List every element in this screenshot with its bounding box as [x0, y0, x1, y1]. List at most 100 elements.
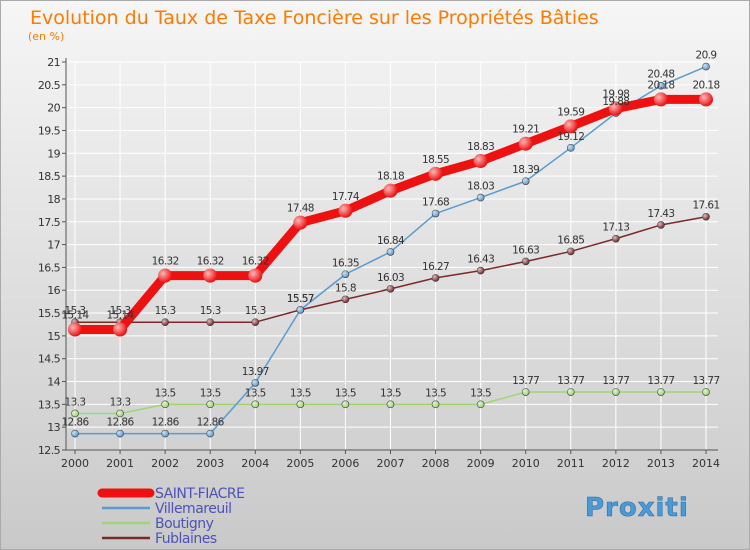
legend-layer: SAINT-FIACREVillemareuilBoutignyFublaine… — [97, 486, 245, 547]
data-label-villemareuil: 18.03 — [467, 181, 494, 193]
series-saint-fiacre — [68, 92, 713, 337]
data-label-saint-fiacre: 16.32 — [242, 256, 269, 268]
x-tick-label: 2000 — [61, 457, 89, 470]
data-point-highlight — [563, 119, 578, 134]
data-point-highlight — [567, 388, 575, 396]
series-fublaines — [71, 212, 710, 326]
data-point-highlight — [473, 154, 488, 169]
data-point-highlight — [161, 318, 169, 326]
data-point-highlight — [522, 177, 530, 185]
legend-item-villemareuil: Villemareuil — [102, 501, 232, 517]
legend-label: Villemareuil — [155, 501, 231, 517]
data-point-highlight — [296, 400, 304, 408]
data-point-highlight — [387, 248, 394, 256]
data-label-saint-fiacre: 17.74 — [332, 191, 360, 203]
data-point-highlight — [251, 379, 259, 387]
data-label-fublaines: 17.61 — [692, 200, 719, 212]
data-label-boutigny: 13.5 — [290, 387, 311, 399]
data-point-highlight — [522, 388, 530, 396]
data-point-highlight — [341, 270, 349, 278]
data-label-saint-fiacre: 16.32 — [197, 256, 224, 268]
data-point-highlight — [116, 409, 124, 417]
data-label-villemareuil: 16.84 — [377, 235, 405, 247]
data-point-highlight — [657, 221, 665, 229]
data-label-boutigny: 13.77 — [647, 375, 674, 387]
label-layer: 15.3 15.3 15.3 15.3 15.3 15.57 15.8 16.03 16.27 1… — [61, 50, 720, 429]
y-tick-label: 20 — [47, 102, 60, 115]
y-tick-label: 12.5 — [38, 444, 61, 457]
data-label-saint-fiacre: 19.98 — [602, 89, 629, 101]
data-label-boutigny: 13.5 — [425, 387, 446, 399]
data-point-highlight — [612, 235, 620, 243]
data-point-highlight — [567, 144, 575, 152]
y-tick-label: 13.5 — [38, 398, 61, 411]
data-label-villemareuil: 12.86 — [61, 417, 89, 429]
data-label-boutigny: 13.77 — [602, 375, 629, 387]
data-point-highlight — [338, 203, 353, 218]
y-tick-label: 17.5 — [38, 216, 61, 229]
data-label-boutigny: 13.77 — [512, 375, 539, 387]
x-tick-label: 2011 — [557, 457, 585, 470]
data-label-fublaines: 15.3 — [245, 305, 266, 317]
data-point-highlight — [432, 274, 440, 282]
data-label-villemareuil: 12.86 — [152, 417, 180, 429]
y-tick-label: 14 — [47, 376, 60, 389]
data-point-highlight — [206, 318, 214, 326]
data-label-fublaines: 15.3 — [155, 305, 176, 317]
data-label-saint-fiacre: 17.48 — [287, 203, 314, 215]
x-tick-label: 2009 — [467, 457, 495, 470]
series-villemareuil — [71, 62, 710, 438]
data-label-boutigny: 13.3 — [110, 396, 131, 408]
data-point-highlight — [477, 194, 485, 202]
y-tick-label: 13 — [47, 421, 60, 434]
data-point-highlight — [68, 322, 82, 337]
legend-item-fublaines: Fublaines — [102, 531, 217, 547]
x-tick-label: 2006 — [331, 457, 359, 470]
y-tick-label: 19 — [47, 147, 60, 160]
data-label-fublaines: 17.43 — [647, 208, 674, 220]
data-point-highlight — [702, 63, 710, 71]
data-point-highlight — [612, 388, 620, 396]
legend-label: Boutigny — [155, 516, 214, 532]
data-label-fublaines: 17.13 — [602, 222, 629, 234]
x-tick-label: 2010 — [512, 457, 540, 470]
x-tick-label: 2014 — [692, 457, 720, 470]
data-label-saint-fiacre: 15.14 — [61, 309, 89, 321]
data-point-highlight — [161, 430, 169, 438]
data-point-highlight — [203, 268, 218, 283]
legend-label: SAINT-FIACRE — [155, 486, 245, 502]
data-label-boutigny: 13.5 — [470, 387, 491, 399]
data-label-boutigny: 13.5 — [155, 387, 176, 399]
data-label-fublaines: 16.63 — [512, 244, 539, 256]
data-label-fublaines: 15.3 — [110, 305, 131, 317]
data-label-fublaines: 15.3 — [200, 305, 221, 317]
y-tick-label: 19.5 — [38, 124, 61, 137]
data-label-boutigny: 13.5 — [335, 387, 356, 399]
x-tick-label: 2007 — [377, 457, 405, 470]
x-tick-label: 2004 — [241, 457, 269, 470]
data-point-highlight — [293, 215, 308, 230]
proxiti-logo: Proxiti — [585, 493, 688, 524]
data-label-boutigny: 13.77 — [692, 375, 719, 387]
data-label-saint-fiacre: 15.14 — [107, 309, 135, 321]
data-label-villemareuil: 18.39 — [512, 164, 539, 176]
y-tick-label: 16.5 — [38, 261, 61, 274]
data-label-boutigny: 13.5 — [200, 387, 221, 399]
data-point-highlight — [657, 388, 665, 396]
data-point-highlight — [567, 247, 575, 255]
series-boutigny — [71, 388, 710, 418]
axis-layer: 12.5 13 13.5 14 14.5 15 15.5 16 16.5 17 17.5 18 18.5… — [38, 56, 720, 470]
data-point-highlight — [116, 430, 124, 438]
data-point-highlight — [71, 430, 79, 438]
y-tick-label: 17 — [47, 239, 60, 252]
data-label-villemareuil: 19.12 — [557, 131, 584, 143]
x-tick-label: 2012 — [602, 457, 630, 470]
x-tick-label: 2013 — [647, 457, 675, 470]
data-label-fublaines: 15.8 — [335, 282, 356, 294]
data-label-saint-fiacre: 18.55 — [422, 154, 449, 166]
data-point-highlight — [653, 92, 668, 107]
data-label-fublaines: 15.3 — [65, 305, 86, 317]
data-point-highlight — [387, 400, 394, 408]
data-label-fublaines: 16.03 — [377, 272, 404, 284]
